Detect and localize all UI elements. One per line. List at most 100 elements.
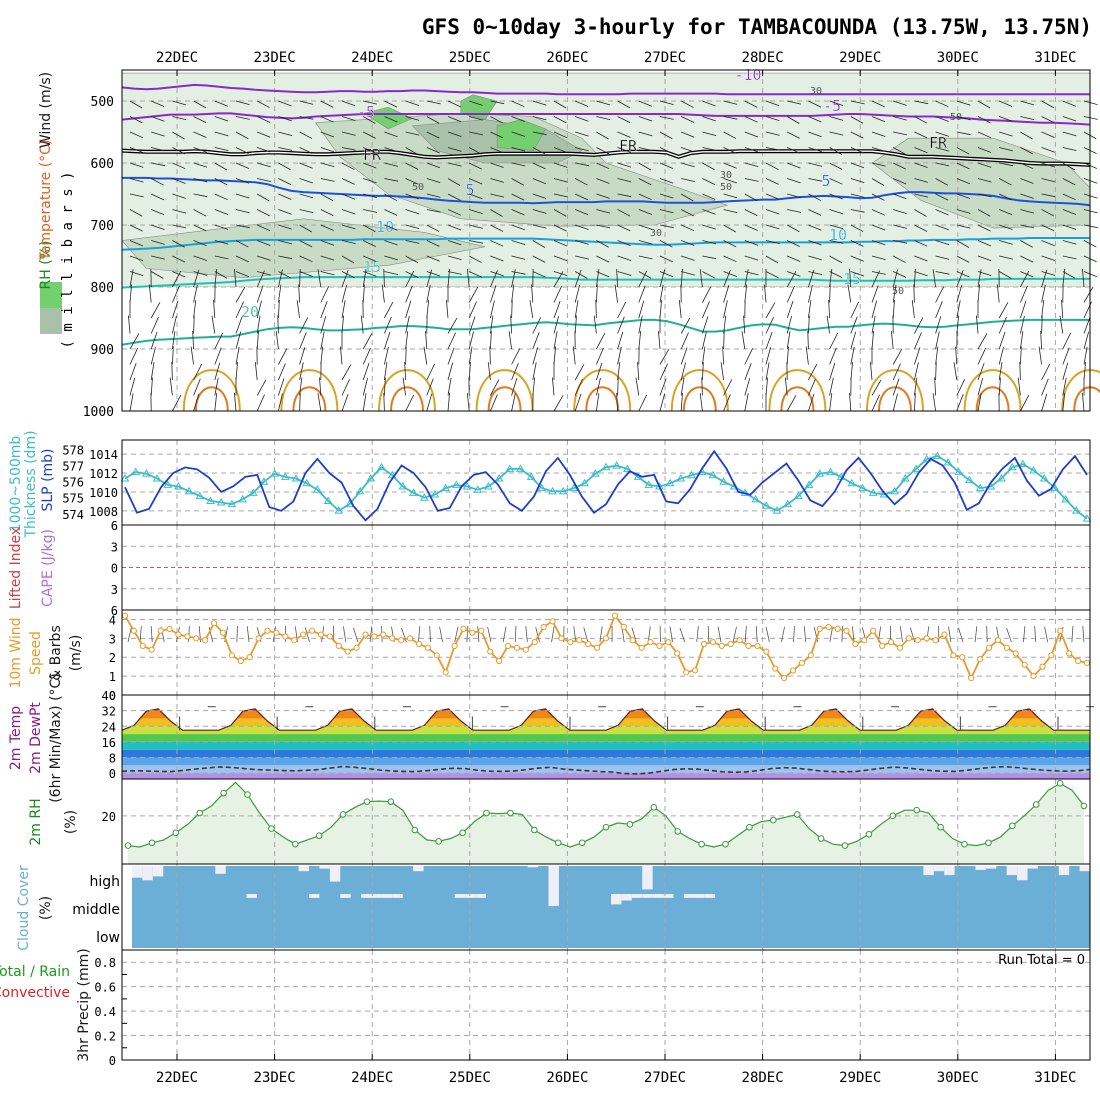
wind-barb	[955, 346, 958, 365]
wind-barb	[681, 178, 695, 183]
wind-barb	[384, 178, 399, 182]
temp-band	[122, 734, 1090, 742]
rh-2m-point	[1032, 801, 1040, 808]
wind10-barb	[343, 626, 347, 643]
wind-barb	[193, 131, 207, 138]
wind-barb	[362, 333, 373, 350]
wind-barb	[617, 331, 624, 350]
wind-barb	[129, 255, 144, 262]
temp-tick-label: 32	[102, 705, 116, 719]
wind-barb	[893, 224, 907, 229]
wind-barb	[320, 331, 325, 350]
wind-barb	[341, 224, 356, 230]
wind-barb	[999, 224, 1013, 230]
wind-barb	[299, 347, 306, 365]
wind-barb	[447, 332, 456, 350]
wind-barb	[278, 269, 283, 288]
wind-barb	[552, 377, 555, 396]
wind-barb	[426, 363, 436, 381]
wind-barb	[384, 331, 391, 350]
wind-speed-point	[611, 612, 619, 619]
wind-barb	[278, 147, 293, 151]
wind-speed-point	[736, 637, 743, 644]
upper-air-panel: 500 600 700 800 900 1000 -10 -5 -5 FR FR FR 5 5 10 10 15…	[83, 66, 1100, 420]
wind-barb	[787, 193, 801, 199]
wind-barb	[743, 315, 746, 334]
wind-barb	[723, 255, 737, 263]
wind-barb	[744, 209, 758, 216]
cloud-high-gap	[944, 866, 955, 876]
wind-barb	[384, 301, 394, 319]
wind-speed-point	[674, 650, 681, 657]
wind-barb	[510, 315, 512, 334]
wind-barb	[490, 331, 492, 350]
wind-speed-point	[994, 637, 1002, 644]
wind-barb	[447, 224, 462, 231]
wind-barb	[659, 393, 666, 412]
li-tick-label: 6	[111, 519, 118, 533]
wind-barb	[892, 284, 897, 303]
wind-barb	[977, 333, 988, 350]
wind-barb	[999, 131, 1013, 137]
wind-barb	[151, 255, 165, 260]
thickness-point	[377, 462, 386, 471]
thickness-point	[580, 478, 589, 487]
thickness-point	[644, 480, 654, 488]
thickness-point	[1018, 459, 1028, 468]
wind-barb	[299, 100, 314, 105]
wind-barb	[1020, 147, 1034, 155]
thickness-point	[334, 506, 344, 514]
wind-barb	[490, 285, 497, 303]
wind-barb	[871, 255, 886, 261]
isotherm-5	[122, 176, 1091, 207]
wind-barb	[850, 271, 865, 277]
wind10-barb	[1044, 626, 1049, 643]
wind-barb	[277, 315, 279, 334]
wind-barb	[299, 131, 313, 139]
wind-barb	[998, 377, 1001, 396]
wind-speed-point	[166, 625, 173, 632]
wind-barb	[426, 271, 441, 277]
wind-barb	[214, 255, 229, 260]
wind-barb	[575, 224, 589, 230]
wind-barb	[468, 331, 474, 350]
wind-speed-point	[727, 640, 734, 648]
minmax-label-wrap: (6hr Min/Max) (°C)	[48, 673, 64, 803]
wind-barb	[384, 131, 398, 138]
wind-barb	[638, 116, 653, 122]
wind-barb	[532, 131, 547, 136]
wind-barb	[447, 269, 450, 288]
wind10-barb	[1071, 626, 1074, 643]
thickness-point	[227, 499, 237, 508]
wind-barb	[956, 193, 971, 199]
wind-barb	[1020, 209, 1035, 214]
thickness-point	[142, 469, 151, 477]
wind-barb	[299, 377, 303, 396]
wind-barb	[299, 317, 309, 334]
wind-barb	[680, 269, 683, 288]
wind-barb	[234, 393, 237, 412]
wind-barb	[1062, 162, 1076, 171]
wind10-barb	[765, 626, 770, 643]
wind-barb	[956, 147, 970, 155]
wind-barb	[193, 162, 208, 168]
wind-barb	[1041, 209, 1055, 217]
wind-tick-label: 4	[109, 613, 116, 627]
top-date-label: 27DEC	[644, 50, 686, 66]
wind-barb	[214, 224, 229, 230]
wind-barb	[871, 240, 886, 246]
wind-barb	[1020, 255, 1034, 263]
wind-barb	[744, 378, 751, 396]
rh-2m-point	[913, 806, 921, 814]
wind-barb	[808, 224, 822, 231]
wind-barb	[681, 131, 695, 138]
wind-barb	[616, 393, 618, 412]
thickness-point	[473, 485, 483, 493]
wind-barb	[914, 377, 918, 396]
wind-barb	[659, 162, 674, 169]
wind-barb	[807, 330, 809, 350]
wind10-barb	[466, 626, 469, 643]
wind-barb	[553, 116, 567, 124]
cloud-high-gap	[132, 866, 143, 878]
wind-barb	[680, 393, 683, 412]
